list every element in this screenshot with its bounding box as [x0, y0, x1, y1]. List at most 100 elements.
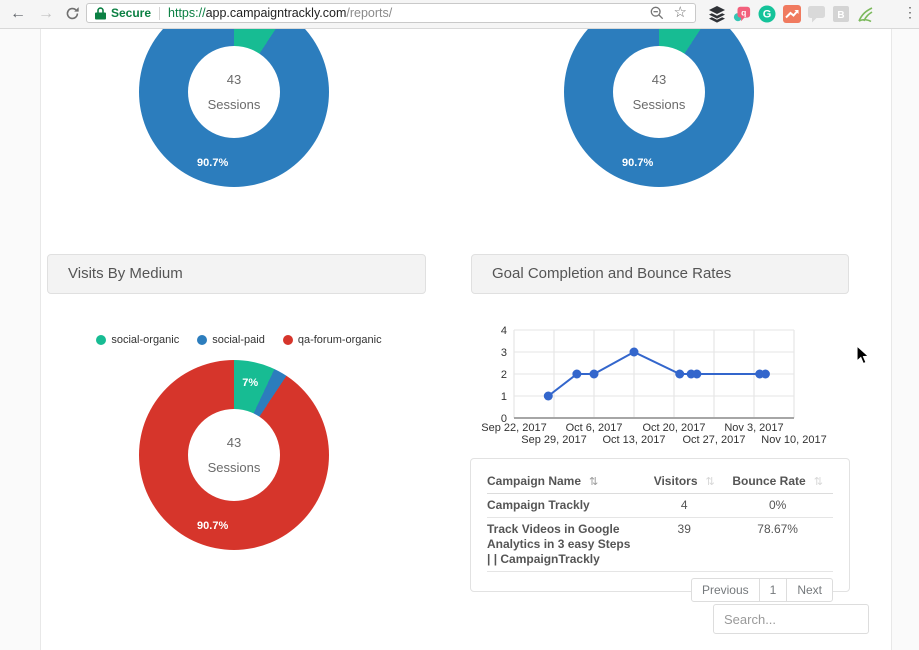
axis-label: Oct 13, 2017	[603, 434, 666, 446]
legend-item-social-organic: social-organic	[96, 334, 179, 346]
chat-extension-icon-disabled[interactable]	[808, 5, 826, 23]
svg-text:B: B	[837, 10, 844, 21]
axis-label: 3	[501, 347, 507, 359]
visitors-cell: 4	[646, 493, 723, 518]
refresh-button[interactable]	[62, 6, 82, 28]
table-row: Campaign Trackly 4 0%	[487, 493, 833, 518]
pagination-next-button[interactable]: Next	[786, 578, 833, 602]
data-point	[692, 369, 702, 379]
donut-center-value: 43	[226, 435, 242, 450]
donut-center-value: 43	[651, 72, 667, 87]
browser-menu-icon[interactable]: ⋮	[903, 4, 917, 20]
url-text: https://app.campaigntrackly.com/reports/	[168, 6, 392, 20]
campaign-table: Campaign Name ⇅ Visitors ⇅ Bounce Rate ⇅ Camp…	[487, 469, 833, 572]
axis-label: 1	[501, 391, 507, 403]
data-point	[589, 369, 599, 379]
buffer-extension-icon[interactable]	[708, 5, 726, 23]
axis-label: Sep 22, 2017	[481, 422, 546, 434]
donut-slice-label-social-paid: 90.7%	[622, 156, 654, 169]
search-input[interactable]	[713, 604, 869, 634]
campaign-name-cell: Campaign Trackly	[487, 493, 647, 518]
legend-dot	[197, 335, 208, 345]
axis-label: 4	[501, 325, 507, 337]
section-header-visits-by-medium: Visits By Medium	[47, 254, 426, 294]
legend-label: social-paid	[212, 334, 265, 346]
sprout-extension-icon[interactable]	[856, 5, 874, 23]
axis-label: Nov 3, 2017	[724, 422, 783, 434]
url-scheme: https://	[168, 6, 206, 20]
table-header-label: Bounce Rate	[732, 474, 806, 488]
donut-center: 43 Sessions	[188, 409, 280, 501]
url-bar[interactable]: Secure https://app.campaigntrackly.com/r…	[86, 3, 696, 23]
grammarly-extension-icon[interactable]: G	[758, 5, 776, 23]
mouse-cursor	[856, 345, 870, 365]
axis-label: Oct 6, 2017	[566, 422, 623, 434]
table-header-visitors[interactable]: Visitors ⇅	[646, 469, 723, 494]
url-path: /reports/	[346, 6, 393, 20]
donut-center-label: Sessions	[207, 460, 261, 475]
axis-label: 2	[501, 369, 507, 381]
donut-slice-label-social-organic: 7%	[242, 376, 259, 389]
legend-item-social-paid: social-paid	[197, 334, 265, 346]
data-point	[675, 369, 685, 379]
donut-center: 43 Sessions	[613, 46, 705, 138]
refresh-icon	[66, 7, 79, 20]
table-header-campaign-name[interactable]: Campaign Name ⇅	[487, 469, 647, 494]
donut-center-value: 43	[226, 72, 242, 87]
svg-text:q: q	[741, 7, 746, 17]
legend-label: qa-forum-organic	[297, 334, 382, 346]
pagination: Previous 1 Next	[487, 578, 833, 602]
pagination-previous-button[interactable]: Previous	[690, 578, 760, 602]
qualaroo-chat-extension-icon[interactable]: q	[733, 5, 751, 23]
table-header-bounce-rate[interactable]: Bounce Rate ⇅	[722, 469, 833, 494]
sessions-donut-left: 43 Sessions 90.7%	[139, 28, 329, 187]
svg-text:G: G	[763, 9, 772, 21]
sort-icon: ⇅	[705, 476, 715, 488]
campaign-name-cell: Track Videos in Google Analytics in 3 ea…	[487, 517, 647, 572]
table-header-label: Campaign Name	[487, 474, 582, 488]
b-extension-icon-disabled[interactable]: B	[833, 6, 849, 22]
axis-label: Oct 27, 2017	[683, 434, 746, 446]
donut-legend: social-organic social-paid qa-forum-organi…	[49, 334, 429, 346]
visitors-cell: 39	[646, 517, 723, 572]
reports-page: 43 Sessions 90.7% 43 Sessions 90.7% Visi…	[40, 28, 892, 650]
campaign-table-card: Campaign Name ⇅ Visitors ⇅ Bounce Rate ⇅ Camp…	[470, 458, 850, 602]
legend-item-qa-forum-organic: qa-forum-organic	[282, 334, 382, 346]
donut-slice-label-social-paid: 90.7%	[197, 156, 229, 169]
browser-toolbar: ← → Secure https://app.campaigntrackly.c…	[0, 0, 919, 29]
axis-label: Nov 10, 2017	[761, 434, 826, 446]
donut-slice-label-qa-forum-organic: 90.7%	[197, 519, 229, 532]
bounce-rate-cell: 0%	[722, 493, 833, 518]
bounce-rate-cell: 78.67%	[722, 517, 833, 572]
legend-dot	[282, 335, 293, 345]
donut-center-label: Sessions	[207, 97, 261, 112]
data-point	[629, 347, 639, 357]
table-header-label: Visitors	[653, 474, 698, 488]
back-button[interactable]: ←	[10, 5, 26, 22]
analytics-chart-extension-icon[interactable]	[783, 5, 801, 23]
table-row: Track Videos in Google Analytics in 3 ea…	[487, 517, 833, 572]
donut-center-label: Sessions	[632, 97, 686, 112]
axis-label: Sep 29, 2017	[521, 434, 586, 446]
legend-dot	[96, 335, 107, 345]
pagination-page-button[interactable]: 1	[758, 578, 788, 602]
data-point	[543, 391, 553, 401]
bookmark-star-icon[interactable]: ☆	[673, 4, 687, 21]
sort-icon: ⇅	[813, 476, 823, 488]
extension-icons: q G B	[708, 5, 874, 23]
sessions-donut-right: 43 Sessions 90.7%	[564, 28, 754, 187]
axis-label: 0	[501, 413, 507, 425]
donut-center: 43 Sessions	[188, 46, 280, 138]
visits-by-medium-donut: 43 Sessions 7% 90.7%	[139, 360, 329, 550]
section-header-goal-completion: Goal Completion and Bounce Rates	[471, 254, 849, 294]
zoom-out-icon[interactable]	[650, 6, 664, 20]
legend-label: social-organic	[111, 334, 180, 346]
url-domain: app.campaigntrackly.com	[205, 6, 347, 20]
axis-label: Oct 20, 2017	[643, 422, 706, 434]
lock-icon[interactable]	[95, 6, 106, 20]
forward-button[interactable]: →	[38, 5, 54, 22]
omnibox-divider	[159, 6, 161, 20]
sort-icon: ⇅	[589, 476, 599, 488]
secure-badge: Secure	[111, 6, 152, 20]
